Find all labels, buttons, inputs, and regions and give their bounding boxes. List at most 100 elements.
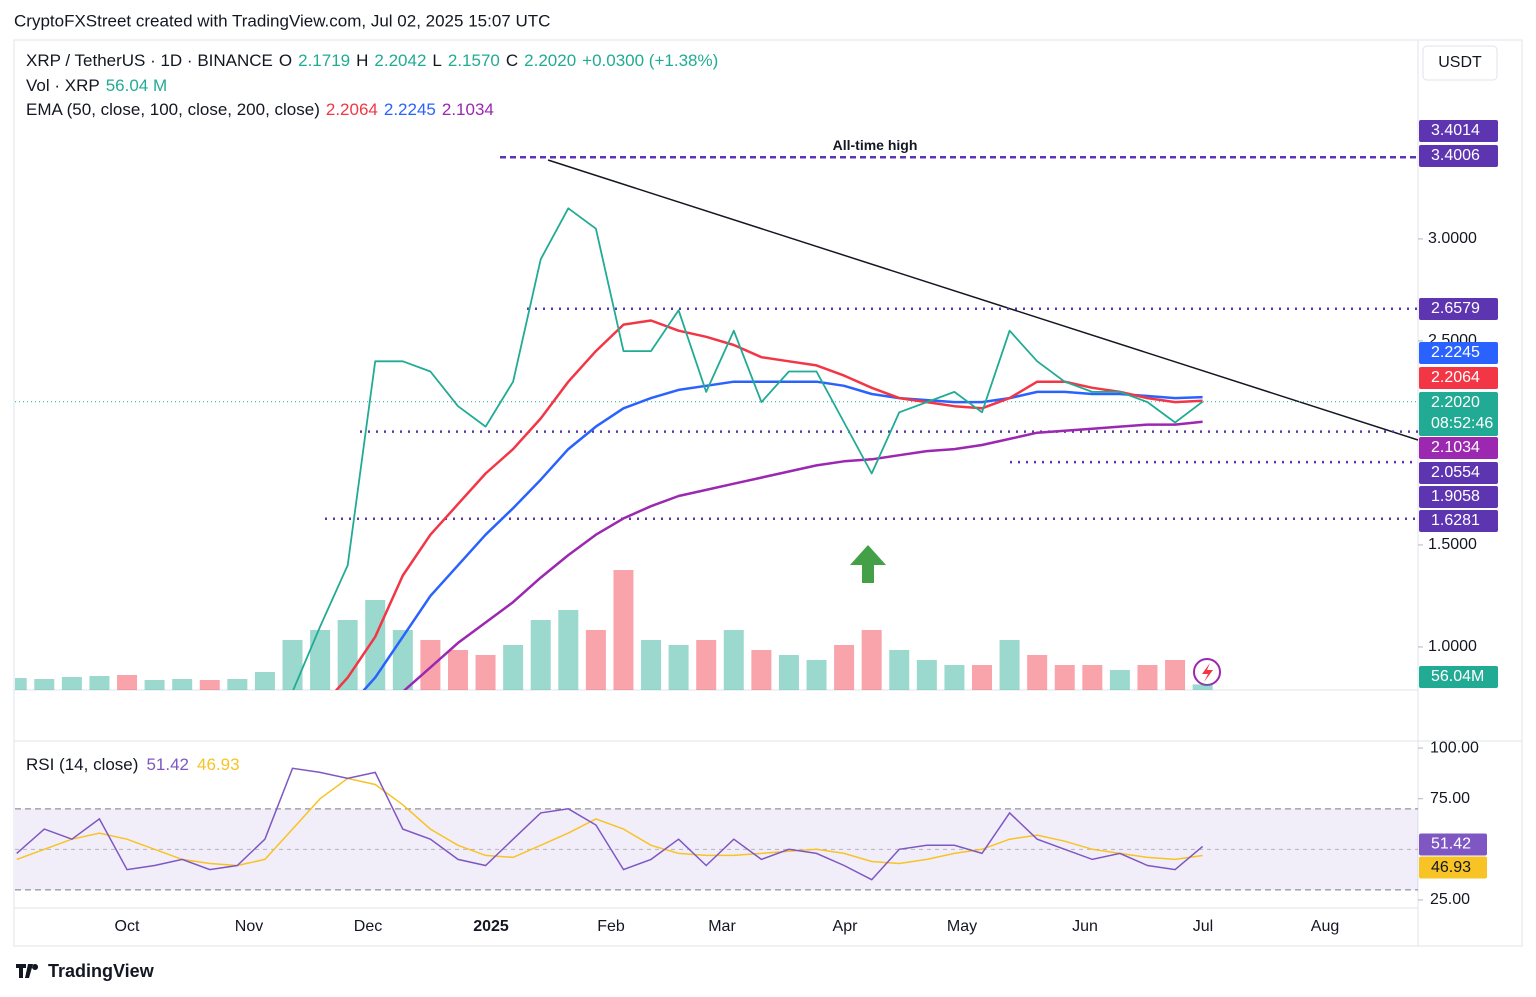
price-label-box <box>1419 298 1498 320</box>
legend-item: H <box>356 51 368 70</box>
price-label: 2.1034 <box>1431 439 1480 456</box>
price-label: 2.6579 <box>1431 300 1480 317</box>
volume-bar <box>834 645 855 690</box>
rsi-line <box>16 777 1203 867</box>
volume-bar <box>1109 670 1130 690</box>
price-pane: All-time high <box>15 137 1418 690</box>
volume-bar <box>420 640 441 690</box>
volume-bar <box>889 650 910 690</box>
ema-line <box>402 420 1203 690</box>
x-tick-label: Oct <box>115 918 140 935</box>
currency[interactable]: USDT <box>1438 54 1482 71</box>
price-label-box <box>1419 462 1498 484</box>
volume-bar <box>199 680 220 690</box>
x-tick-label: May <box>947 918 977 935</box>
volume-bar <box>1192 684 1213 690</box>
x-tick-label: 2025 <box>473 918 509 935</box>
volume-bar <box>751 650 772 690</box>
volume-bar <box>1165 660 1186 690</box>
price-label-box <box>1419 145 1498 167</box>
volume-bar <box>227 679 248 690</box>
up-arrow <box>850 545 886 583</box>
price-label: 1.6281 <box>1431 512 1480 529</box>
price-label: 2.2064 <box>1431 369 1480 386</box>
volume-bar <box>1082 665 1103 690</box>
y-tick-label: 25.00 <box>1430 891 1470 908</box>
price-label: 3.4014 <box>1431 122 1480 139</box>
volume-bar <box>723 630 744 690</box>
legend-item: 2.2064 <box>326 100 378 119</box>
volume-bar <box>475 655 496 690</box>
ema-line <box>334 319 1203 690</box>
price-label: 2.0554 <box>1431 464 1480 481</box>
legend-row: Vol · XRP 56.04 M <box>26 76 167 95</box>
footer-logo <box>16 964 39 978</box>
volume-bar <box>172 679 193 690</box>
currency-box[interactable] <box>1422 45 1498 81</box>
x-tick-label: Jul <box>1193 918 1213 935</box>
volume-bar <box>613 570 634 690</box>
volume-bar <box>641 640 662 690</box>
price-label: 56.04M <box>1431 668 1484 685</box>
volume-bar <box>447 650 468 690</box>
countdown: 08:52:46 <box>1431 415 1493 432</box>
legend-item: +0.0300 (+1.38%) <box>582 51 718 70</box>
y-tick-label: 75.00 <box>1430 790 1470 807</box>
volume-bar <box>365 600 386 690</box>
volume-bar <box>916 660 937 690</box>
volume-bar <box>696 640 717 690</box>
legend-item: 2.2042 <box>374 51 426 70</box>
footer: TradingView <box>48 961 155 981</box>
x-tick-label: Aug <box>1311 918 1339 935</box>
legend-item: L <box>432 51 441 70</box>
legend-item: 56.04 M <box>106 76 167 95</box>
y-tick-label: 1.0000 <box>1428 638 1477 655</box>
volume-bar <box>999 640 1020 690</box>
legend-item: Vol · XRP <box>26 76 100 95</box>
alert-icon[interactable] <box>1193 658 1221 686</box>
volume-bar <box>944 665 965 690</box>
alert-bolt <box>1202 663 1213 682</box>
price-line <box>292 207 1204 690</box>
volume-bar <box>1137 665 1158 690</box>
rsi-legend: RSI (14, close) 51.42 46.93 <box>26 755 240 774</box>
x-tick-label: Mar <box>708 918 736 935</box>
rsi-label-box <box>1419 856 1487 879</box>
annotation: All-time high <box>833 137 918 153</box>
volume-bar <box>806 660 827 690</box>
price-label: 2.2245 <box>1431 344 1480 361</box>
volume-bar <box>282 640 303 690</box>
volume-bar <box>972 665 992 690</box>
legend-item: 2.2020 <box>524 51 576 70</box>
legend-item: C <box>506 51 518 70</box>
volume-bar <box>15 678 27 690</box>
legend-item: 2.1570 <box>448 51 500 70</box>
volume-bar <box>1054 665 1075 690</box>
legend-item: 2.1719 <box>298 51 350 70</box>
volume-bar <box>34 679 55 690</box>
legend-item: 2.2245 <box>384 100 436 119</box>
price-label-box <box>1419 367 1498 389</box>
volume-bar <box>558 610 579 690</box>
price-label: 1.9058 <box>1431 488 1480 505</box>
price-label: 3.4006 <box>1431 147 1480 164</box>
volume-bar <box>585 630 606 690</box>
chart-frame <box>13 39 1523 947</box>
legend-item: XRP / TetherUS · 1D · BINANCE <box>26 51 273 70</box>
y-tick-label: 1.5000 <box>1428 536 1477 553</box>
x-tick-label: Jun <box>1072 918 1098 935</box>
price-label-box <box>1419 510 1498 532</box>
price-label-box <box>1419 486 1498 508</box>
price-label-box <box>1419 342 1498 364</box>
volume-bar <box>503 645 524 690</box>
rsi-label: 51.42 <box>1431 836 1471 853</box>
price-label-box <box>1419 437 1498 459</box>
price-label: 2.2020 <box>1431 394 1480 411</box>
header: CryptoFXStreet created with TradingView.… <box>14 11 550 30</box>
price-label-box <box>1419 120 1498 142</box>
volume-bar <box>861 630 882 690</box>
rsi-line <box>16 767 1204 881</box>
rsi-value: 51.42 <box>146 755 189 774</box>
volume-bar <box>337 620 358 690</box>
legend-row: XRP / TetherUS · 1D · BINANCE O 2.1719 H 2.2… <box>26 51 718 70</box>
